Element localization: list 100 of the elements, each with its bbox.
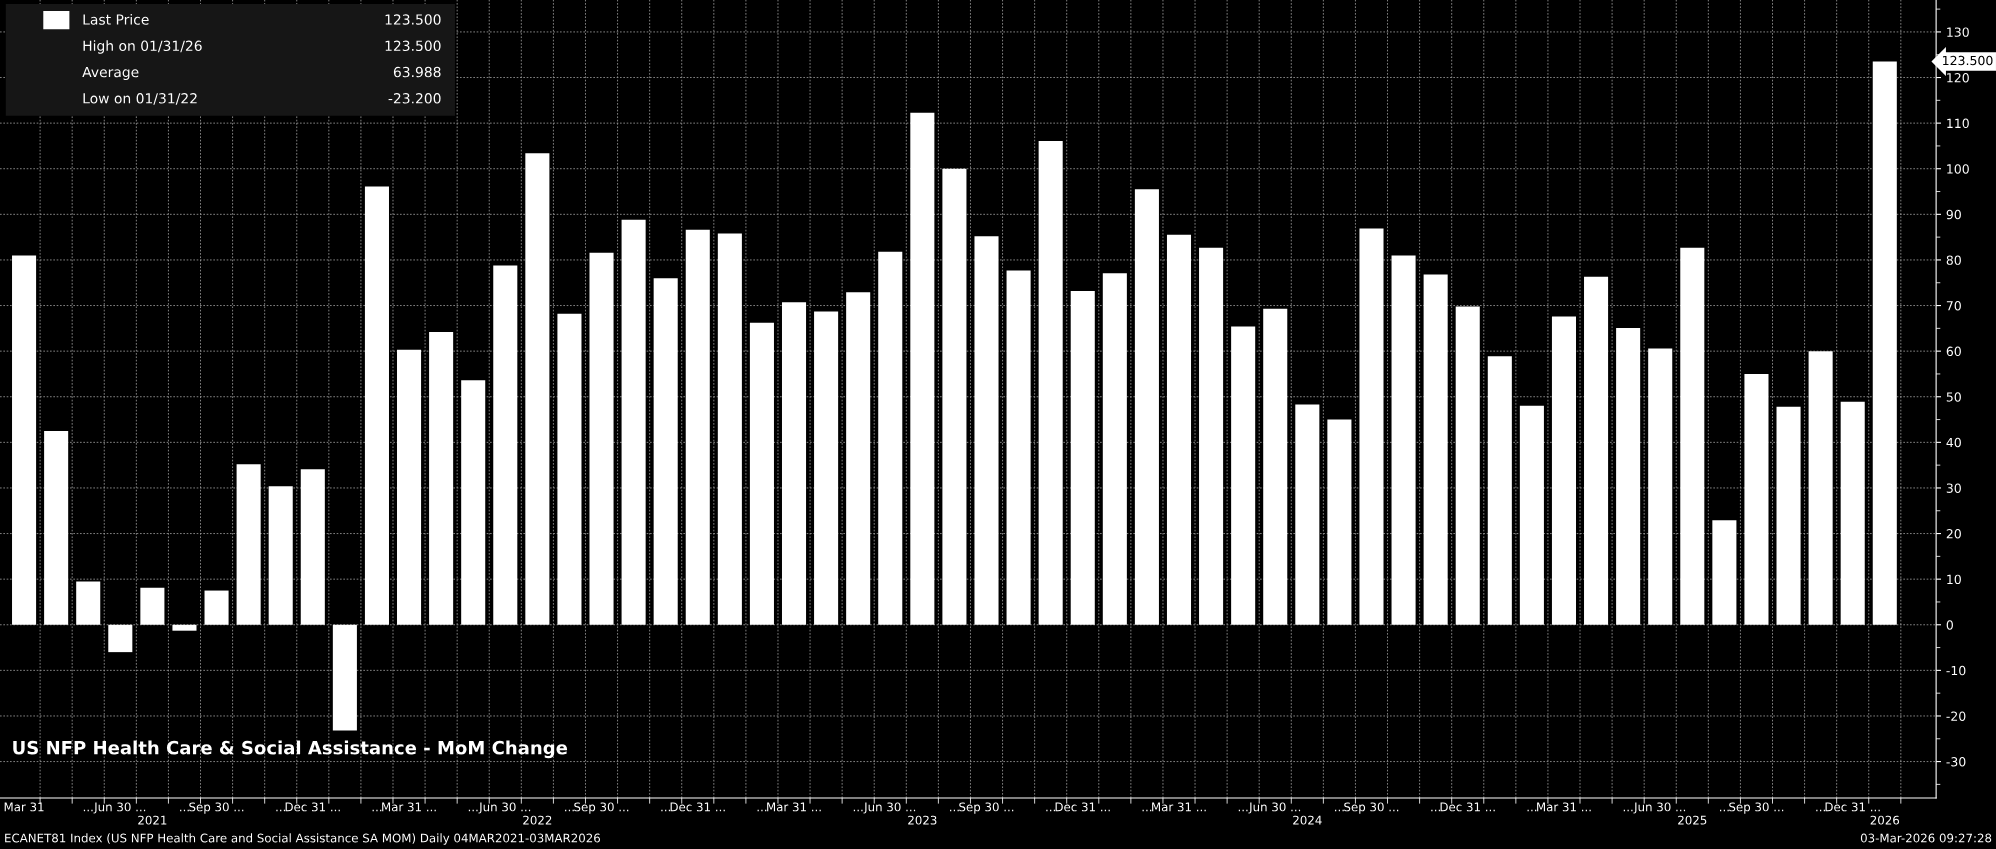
bar bbox=[1455, 306, 1480, 625]
bar bbox=[1199, 247, 1224, 625]
bar bbox=[974, 236, 999, 625]
x-tick-label: Sep 30 ... bbox=[574, 802, 629, 814]
y-tick-label: 60 bbox=[1946, 346, 1961, 357]
annotation: Low on 01/31/22 bbox=[83, 93, 197, 105]
x-tick-label: 2024 bbox=[1293, 815, 1322, 825]
x-tick-label: Mar 31 ... bbox=[382, 802, 436, 812]
bar bbox=[1744, 373, 1769, 625]
annotation: 123.500 bbox=[385, 14, 441, 25]
x-tick-label: 2025 bbox=[1678, 815, 1707, 825]
x-tick-label: Dec 31 ... bbox=[285, 802, 340, 812]
bar bbox=[493, 265, 518, 625]
bar bbox=[1134, 189, 1159, 625]
y-tick-label: -30 bbox=[1946, 757, 1966, 767]
y-tick-label: 30 bbox=[1946, 483, 1961, 493]
bar bbox=[1680, 247, 1705, 625]
x-tick-label: ... bbox=[950, 809, 959, 812]
x-tick-label: ... bbox=[661, 809, 671, 812]
legend-label: Last Price bbox=[83, 14, 149, 25]
x-tick-label: ... bbox=[1142, 809, 1152, 812]
bar bbox=[1070, 290, 1095, 625]
annotation: Average bbox=[82, 66, 139, 80]
bar bbox=[1648, 348, 1673, 625]
bar bbox=[621, 219, 646, 625]
x-tick-label: ... bbox=[468, 809, 478, 812]
bar bbox=[108, 624, 133, 653]
bar bbox=[172, 624, 197, 631]
x-tick-label: ... bbox=[853, 809, 863, 812]
x-tick-label: ... bbox=[1816, 809, 1825, 812]
y-tick-label: -10 bbox=[1946, 665, 1966, 676]
bar bbox=[1263, 308, 1288, 625]
x-tick-label: Dec 31 ... bbox=[1055, 802, 1110, 812]
x-tick-label: 2026 bbox=[1870, 815, 1900, 825]
bar bbox=[781, 302, 807, 625]
x-tick-label: ... bbox=[180, 809, 189, 812]
bar bbox=[364, 186, 389, 625]
x-tick-label: 2023 bbox=[908, 815, 937, 825]
y-tick-label: 80 bbox=[1946, 255, 1961, 265]
x-tick-label: Sep 30 ... bbox=[1729, 802, 1784, 814]
bar bbox=[1519, 405, 1544, 625]
x-tick-label: ... bbox=[276, 809, 286, 812]
x-tick-label: Jun 30 ... bbox=[478, 802, 531, 814]
y-tick-label: 130 bbox=[1947, 27, 1969, 37]
y-tick-label: 50 bbox=[1946, 392, 1961, 402]
annotation: 63.988 bbox=[393, 66, 441, 78]
bar bbox=[557, 313, 582, 625]
bar bbox=[717, 233, 742, 625]
x-tick-label: ... bbox=[1623, 809, 1633, 812]
x-tick-label: Jun 30 ... bbox=[93, 802, 146, 814]
y-tick-label: 0 bbox=[1946, 620, 1953, 630]
x-tick-label: Mar 31 ... bbox=[1152, 802, 1206, 812]
bar bbox=[44, 430, 69, 625]
bar bbox=[1776, 406, 1801, 625]
bar bbox=[685, 229, 710, 625]
x-tick-label: ... bbox=[1720, 809, 1729, 812]
bar bbox=[814, 311, 839, 625]
bar bbox=[397, 349, 422, 625]
x-tick-label: Mar 31 ... bbox=[1537, 802, 1591, 812]
bar bbox=[429, 331, 454, 625]
bar bbox=[1487, 356, 1512, 625]
bar bbox=[1584, 276, 1609, 625]
x-tick-label: Dec 31 ... bbox=[1440, 802, 1495, 812]
y-tick-label: 120 bbox=[1947, 73, 1969, 83]
x-tick-label: ... bbox=[372, 809, 382, 812]
x-tick-label: Sep 30 ... bbox=[189, 802, 244, 814]
text: 123.500 bbox=[1943, 55, 1993, 66]
bar bbox=[140, 587, 165, 625]
x-tick-label: Jun 30 ... bbox=[1633, 802, 1686, 814]
bar bbox=[749, 322, 774, 625]
x-tick-label: ... bbox=[1527, 809, 1537, 812]
bar bbox=[1712, 520, 1737, 625]
bar bbox=[332, 624, 357, 731]
bar bbox=[525, 153, 550, 625]
bar bbox=[1840, 401, 1865, 625]
x-tick-label: 2021 bbox=[138, 815, 167, 825]
bar bbox=[1327, 419, 1352, 625]
y-tick-label: 10 bbox=[1947, 574, 1961, 585]
bar bbox=[846, 292, 871, 625]
bar bbox=[1359, 228, 1384, 625]
x-tick-label: ... bbox=[1335, 809, 1344, 812]
bar bbox=[653, 278, 678, 625]
y-tick-label: -20 bbox=[1946, 711, 1966, 721]
text: 03-Mar-2026 09:27:28 bbox=[1860, 833, 1992, 843]
bar bbox=[300, 469, 325, 625]
x-tick-label: ... bbox=[1046, 809, 1056, 812]
bar bbox=[942, 168, 967, 625]
bar bbox=[878, 251, 903, 625]
bar bbox=[76, 581, 101, 625]
x-tick-label: Dec 31 ... bbox=[1825, 802, 1880, 812]
bar bbox=[1038, 140, 1063, 625]
y-tick-label: 110 bbox=[1947, 118, 1969, 129]
bar bbox=[1808, 351, 1833, 625]
bar bbox=[236, 464, 261, 625]
y-tick-label: 90 bbox=[1946, 209, 1961, 220]
x-tick-label: Mar 31 ... bbox=[767, 802, 821, 812]
bar bbox=[204, 590, 229, 625]
bar bbox=[1616, 327, 1641, 625]
bar bbox=[910, 112, 935, 625]
y-tick-label: 20 bbox=[1946, 529, 1961, 539]
